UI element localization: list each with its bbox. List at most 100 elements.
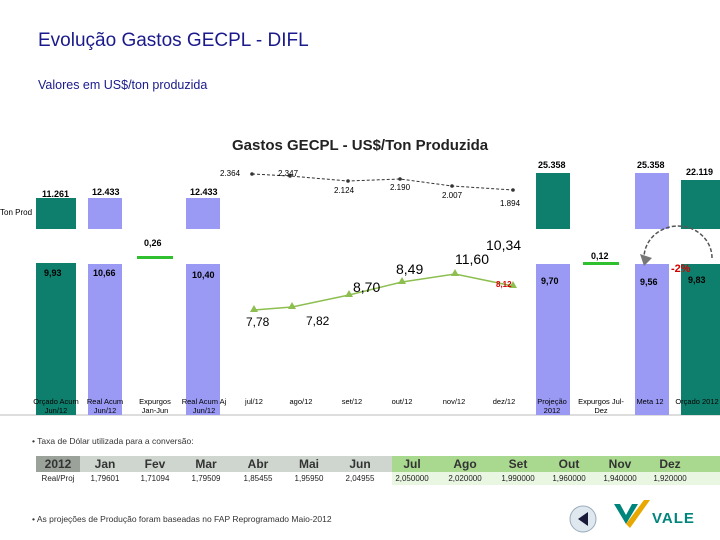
rates-header-cell: Mai: [298, 457, 319, 471]
rates-header-row: 2012 Jan Fev Mar Abr Mai Jun Jul Ago Set…: [36, 456, 694, 472]
rates-header-cell: Set: [508, 457, 528, 471]
prod-monthly-line: [251, 173, 514, 191]
cost-point-out: [398, 277, 406, 284]
cost-bar-projecao: [536, 264, 570, 415]
rates-value-cell: 1,79601: [90, 474, 120, 483]
rates-header-cell: Jun: [349, 457, 371, 471]
rates-value-row: Real/Proj 1,79601 1,71094 1,79509 1,8545…: [36, 472, 694, 485]
cost-bar-expurgos-jan-jun: [137, 256, 173, 259]
category-label: nov/12: [442, 397, 466, 406]
cost-line-label-ago: 7,82: [306, 314, 330, 328]
rates-value-cell: 1,85455: [243, 474, 273, 483]
prod-label-orcado-acum: 11.261: [42, 189, 70, 199]
prod-bar-projecao: [536, 173, 570, 229]
prod-bar-orcado-acum: [36, 198, 76, 229]
prod-label-real-acum-aj: 12.433: [190, 187, 218, 197]
cost-label-projecao: 9,70: [541, 276, 559, 286]
rates-header-cell: Fev: [144, 457, 166, 471]
prod-label-dez: 1.894: [500, 199, 521, 208]
category-label: dez/12: [492, 397, 516, 406]
cost-line-label-out: 8,49: [396, 261, 424, 277]
rates-header-cell: Out: [558, 457, 580, 471]
category-label: Expurgos Jan-Jun: [139, 397, 171, 415]
page-title: Evolução Gastos GECPL - DIFL: [38, 30, 309, 51]
cost-point-set: [345, 290, 353, 297]
cost-point-dez: [509, 281, 517, 288]
prod-label-orcado-2012: 22.119: [686, 167, 714, 177]
change-percent: -2%: [671, 263, 691, 275]
category-label: set/12: [341, 397, 363, 406]
cost-bar-expurgos-jul-dez: [583, 262, 619, 265]
cost-label-real-acum: 10,66: [93, 268, 116, 278]
rates-header-cell: Jan: [94, 457, 116, 471]
change-arrow-head: [640, 254, 652, 266]
vale-logo-mark: [614, 504, 638, 524]
prod-bar-real-acum-aj: [186, 198, 220, 229]
prod-point-set: [346, 179, 350, 183]
rates-header-cell: 2012: [44, 457, 72, 471]
cost-bar-orcado-acum: [36, 263, 76, 415]
cost-bar-real-acum-aj: [186, 264, 220, 415]
cost-extra-label: 8,12: [496, 280, 512, 289]
cost-line-label-dez: 10,34: [486, 237, 522, 253]
back-arrow-icon: [578, 512, 588, 526]
rates-proj-row-bg: [392, 472, 720, 485]
rates-header-cell: Jul: [403, 457, 421, 471]
prod-label-nov: 2.007: [442, 191, 463, 200]
rates-value-cell: 1,940000: [603, 474, 637, 483]
prod-bar-meta: [635, 173, 669, 229]
page-subtitle: Valores em US$/ton produzida: [38, 78, 208, 92]
cost-label-meta: 9,56: [640, 277, 658, 287]
category-label: Meta 12: [636, 397, 664, 406]
prod-label-real-acum: 12.433: [92, 187, 120, 197]
rates-header-cell: Abr: [247, 457, 269, 471]
cost-line-label-nov: 11,60: [455, 251, 489, 267]
prod-label-set: 2.124: [334, 186, 355, 195]
chart-title: Gastos GECPL - US$/Ton Produzida: [232, 137, 489, 154]
cost-point-jul: [250, 305, 258, 312]
cost-label-real-acum-aj: 10,40: [192, 270, 215, 280]
rates-value-cell: 1,960000: [552, 474, 586, 483]
cost-label-expurgos-jan-jun: 0,26: [144, 238, 162, 248]
prod-point-out: [398, 177, 402, 181]
prod-label-out: 2.190: [390, 183, 411, 192]
vale-logo-text: VALE: [652, 510, 695, 527]
rates-value-cell: Real/Proj: [41, 474, 75, 483]
rates-value-cell: 1,95950: [294, 474, 324, 483]
category-label: Real Acum Aj Jun/12: [181, 397, 227, 415]
category-label: jul/12: [245, 397, 263, 406]
rates-value-cell: 2,020000: [448, 474, 482, 483]
rates-header-cell: Ago: [453, 457, 477, 471]
vale-logo-accent: [626, 500, 650, 528]
cost-point-ago: [288, 302, 296, 309]
prod-point-dez: [511, 188, 515, 192]
change-arrow: [643, 225, 713, 259]
prod-point-nov: [450, 184, 454, 188]
exchange-rate-table: 2012 Jan Fev Mar Abr Mai Jun Jul Ago Set…: [36, 456, 694, 485]
production-note: • As projeções de Produção foram baseada…: [32, 514, 332, 524]
rates-value-cell: 1,920000: [653, 474, 687, 483]
cost-label-orcado-acum: 9,93: [44, 268, 62, 278]
category-label: out/12: [391, 397, 413, 406]
rates-value-cell: 1,990000: [501, 474, 535, 483]
cost-point-nov: [451, 269, 459, 276]
rates-value-cell: 1,79509: [191, 474, 221, 483]
category-label: Expurgos Jul-Dez: [578, 397, 624, 415]
category-label: Projeção 2012: [537, 397, 567, 415]
cost-line-label-set: 8,70: [353, 279, 381, 295]
cost-line-label-jul: 7,78: [246, 315, 270, 329]
cost-label-orcado-2012: 9,83: [688, 275, 706, 285]
category-label: Orçado 2012: [675, 397, 719, 406]
cost-bar-real-acum: [88, 264, 122, 415]
prod-point-jul: [250, 172, 254, 176]
prod-bar-orcado-2012: [681, 180, 720, 229]
rates-header-cell: Nov: [608, 457, 632, 471]
rates-value-cell: 2,04955: [345, 474, 375, 483]
rates-header-cell: Mar: [195, 457, 217, 471]
prod-label-projecao: 25.358: [538, 160, 566, 170]
rates-value-cell: 2,050000: [395, 474, 429, 483]
prod-bar-real-acum: [88, 198, 122, 229]
exchange-rate-note: • Taxa de Dólar utilizada para a convers…: [32, 436, 194, 446]
category-label: Real Acum Jun/12: [86, 397, 124, 415]
